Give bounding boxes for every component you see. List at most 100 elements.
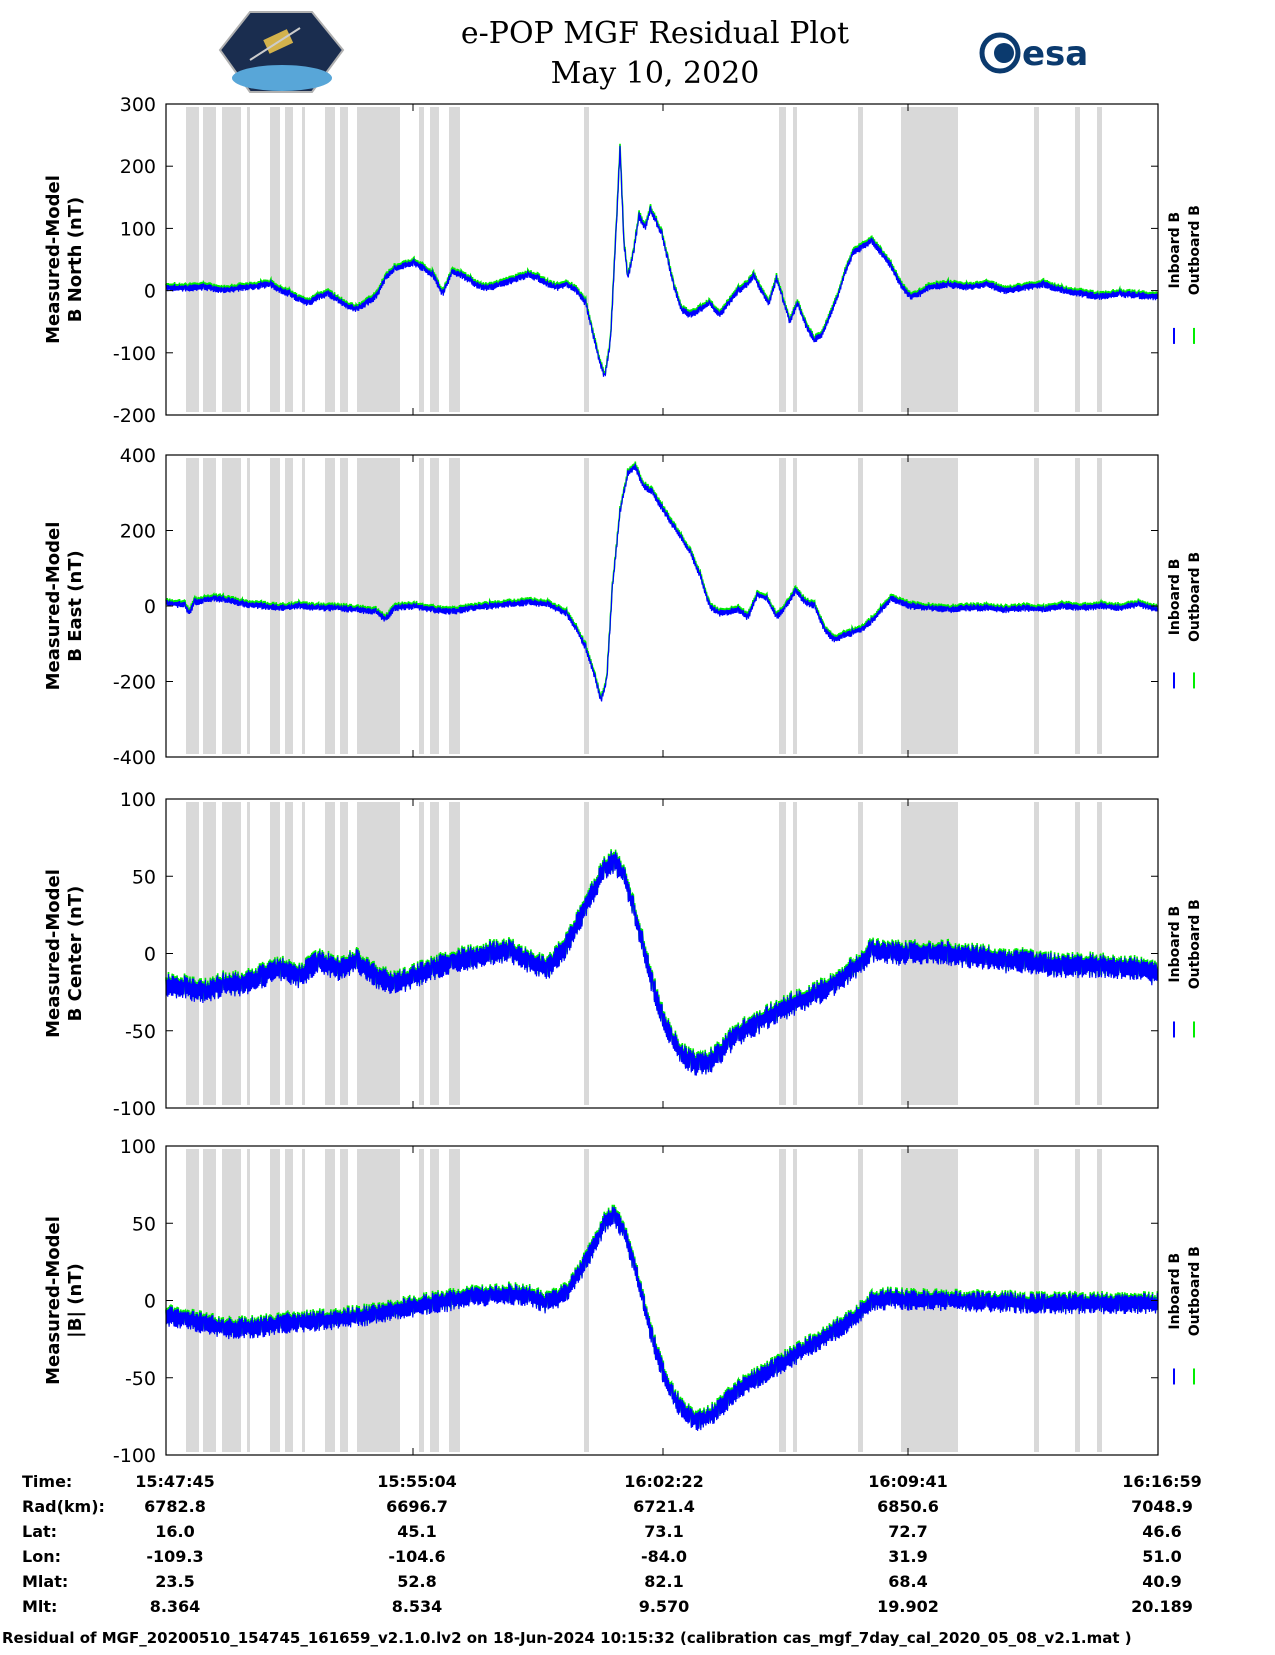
data-gap-band bbox=[325, 107, 335, 412]
legend-outboard-label: Outboard B bbox=[1187, 205, 1203, 295]
footer-note: Residual of MGF_20200510_154745_161659_v… bbox=[2, 1629, 1132, 1647]
row-label-lon: Lon: bbox=[22, 1547, 61, 1566]
y-axis-label: B Center (nT) bbox=[65, 886, 86, 1022]
data-gap-band bbox=[285, 802, 293, 1105]
table-cell: 73.1 bbox=[644, 1522, 683, 1541]
table-cell: 9.570 bbox=[639, 1597, 690, 1616]
data-gap-band bbox=[858, 107, 863, 412]
data-gap-band bbox=[357, 802, 400, 1105]
data-gap-band bbox=[270, 802, 280, 1105]
data-gap-band bbox=[270, 107, 280, 412]
table-cell: 7048.9 bbox=[1131, 1497, 1193, 1516]
table-cell: 72.7 bbox=[888, 1522, 927, 1541]
table-cell: 82.1 bbox=[644, 1572, 683, 1591]
panel-3: 100 50 0 -50 -100 Measured-Model B Center (nT)… bbox=[43, 789, 1203, 1120]
data-gap-band bbox=[357, 1149, 400, 1452]
data-gap-band bbox=[357, 107, 400, 412]
y-tick-label: 200 bbox=[120, 521, 156, 543]
y-tick-label: 0 bbox=[144, 281, 156, 303]
table-column-1: 15:47:45 6782.8 16.0 -109.3 23.5 8.364 bbox=[135, 1472, 215, 1616]
legend-inboard-label: Inboard B bbox=[1167, 1253, 1183, 1330]
cassiope-logo bbox=[218, 11, 345, 93]
data-gap-band bbox=[1097, 802, 1102, 1105]
table-cell: 68.4 bbox=[888, 1572, 927, 1591]
y-tick-label: 100 bbox=[120, 1136, 156, 1158]
data-gap-band bbox=[793, 458, 797, 754]
y-tick-label: -100 bbox=[113, 1098, 156, 1120]
data-gap-band bbox=[247, 1149, 250, 1452]
data-gap-band bbox=[584, 1149, 589, 1452]
table-cell: 6782.8 bbox=[144, 1497, 206, 1516]
table-cell: 8.364 bbox=[150, 1597, 201, 1616]
y-tick-label: -50 bbox=[125, 1021, 156, 1043]
data-gap-band bbox=[793, 107, 797, 412]
data-gap-band bbox=[270, 1149, 280, 1452]
data-gap-band bbox=[186, 1149, 199, 1452]
data-gap-band bbox=[901, 107, 958, 412]
data-gap-band bbox=[222, 458, 241, 754]
data-gap-band bbox=[449, 107, 460, 412]
data-gap-band bbox=[430, 107, 439, 412]
table-cell: -104.6 bbox=[388, 1547, 445, 1566]
data-gap-band bbox=[325, 802, 335, 1105]
data-gap-band bbox=[779, 458, 786, 754]
y-axis-label: B North (nT) bbox=[65, 197, 86, 323]
panel-1: 300 200 100 0 -100 -200 Measured-Model B North … bbox=[43, 94, 1203, 427]
y-tick-label: -200 bbox=[113, 405, 156, 427]
y-tick-label: 200 bbox=[120, 156, 156, 178]
table-column-3: 16:02:22 6721.4 73.1 -84.0 82.1 9.570 bbox=[624, 1472, 704, 1616]
y-axis-label: Measured-Model bbox=[43, 1216, 64, 1385]
data-gap-band bbox=[285, 1149, 293, 1452]
table-cell: 6696.7 bbox=[386, 1497, 448, 1516]
table-cell: 6850.6 bbox=[877, 1497, 939, 1516]
y-tick-label: -100 bbox=[113, 1445, 156, 1467]
table-cell: 19.902 bbox=[877, 1597, 939, 1616]
inboard-series-line bbox=[165, 1206, 1158, 1431]
data-gap-band bbox=[340, 107, 348, 412]
y-tick-label: 400 bbox=[120, 445, 156, 467]
outboard-series-line bbox=[165, 461, 1159, 700]
inboard-series-line bbox=[165, 145, 1158, 377]
data-gap-band bbox=[858, 802, 863, 1105]
legend-outboard-label: Outboard B bbox=[1187, 552, 1203, 642]
data-gap-band bbox=[325, 1149, 335, 1452]
data-gap-band bbox=[302, 802, 305, 1105]
data-gap-band bbox=[340, 1149, 348, 1452]
esa-logo: esa bbox=[979, 32, 1088, 74]
data-gap-band bbox=[222, 107, 241, 412]
table-cell: -84.0 bbox=[641, 1547, 687, 1566]
y-tick-label: -100 bbox=[113, 343, 156, 365]
data-gap-band bbox=[584, 107, 589, 412]
data-gap-band bbox=[186, 107, 199, 412]
plot-frame bbox=[165, 103, 1159, 416]
y-tick-label: -50 bbox=[125, 1368, 156, 1390]
table-cell: 15:47:45 bbox=[135, 1472, 215, 1491]
data-gap-band bbox=[222, 1149, 241, 1452]
data-gap-band bbox=[186, 802, 199, 1105]
y-tick-label: 100 bbox=[120, 218, 156, 240]
table-cell: 46.6 bbox=[1142, 1522, 1181, 1541]
y-axis-label: Measured-Model bbox=[43, 522, 64, 691]
y-tick-label: 0 bbox=[144, 944, 156, 966]
table-cell: 16.0 bbox=[155, 1522, 194, 1541]
y-tick-label: -400 bbox=[113, 747, 156, 769]
table-row-labels: Time: Rad(km): Lat: Lon: Mlat: Mlt: bbox=[22, 1472, 105, 1616]
orbit-info-table: Time: Rad(km): Lat: Lon: Mlat: Mlt: 15:4… bbox=[22, 1472, 1202, 1616]
table-column-4: 16:09:41 6850.6 72.7 31.9 68.4 19.902 bbox=[868, 1472, 948, 1616]
data-gap-band bbox=[430, 802, 439, 1105]
data-gap-band bbox=[419, 802, 424, 1105]
panel-4: 100 50 0 -50 -100 Measured-Model |B| (nT) Inboa… bbox=[43, 1136, 1203, 1467]
table-cell: 52.8 bbox=[397, 1572, 436, 1591]
data-gap-band bbox=[302, 107, 305, 412]
table-cell: 16:16:59 bbox=[1122, 1472, 1202, 1491]
row-label-rad: Rad(km): bbox=[22, 1497, 105, 1516]
table-cell: 45.1 bbox=[397, 1522, 436, 1541]
data-gap-band bbox=[779, 107, 786, 412]
data-gap-band bbox=[1034, 107, 1039, 412]
table-cell: -109.3 bbox=[146, 1547, 203, 1566]
esa-logo-text: esa bbox=[1022, 34, 1088, 74]
y-axis-label: |B| (nT) bbox=[65, 1263, 86, 1338]
